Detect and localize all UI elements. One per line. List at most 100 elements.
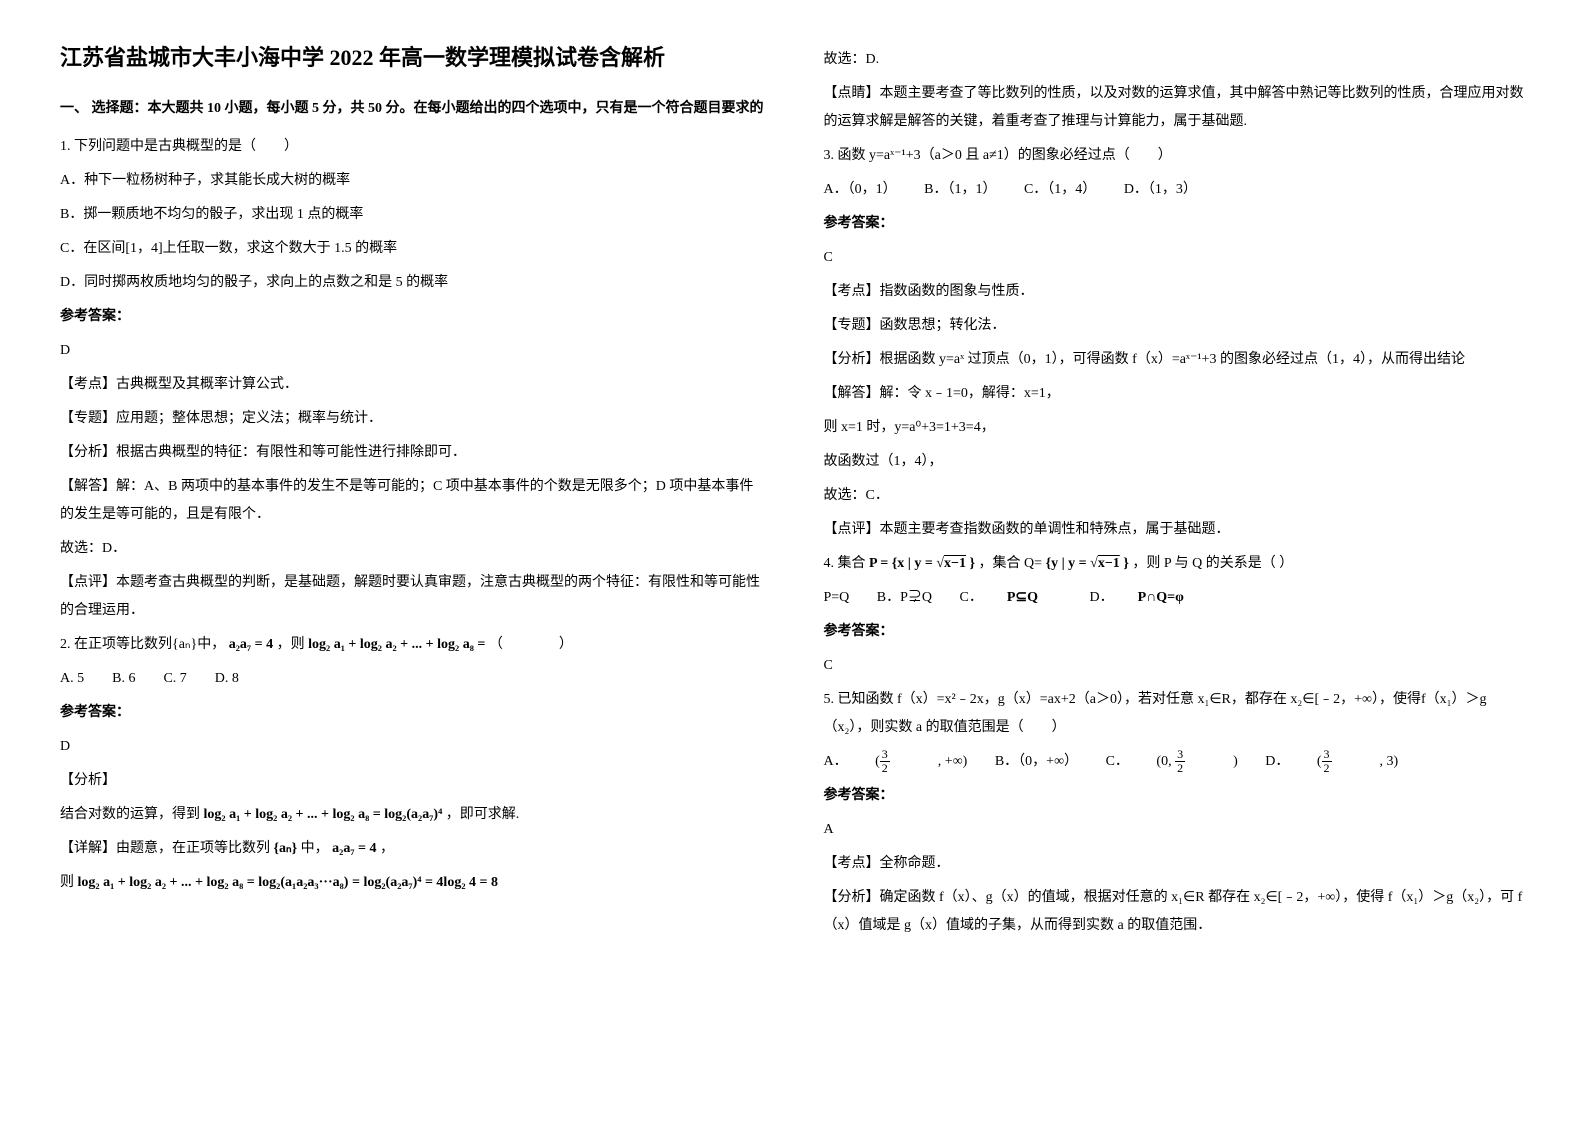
q3-choices: A．（0，1） B．（1，1） C．（1，4） D．（1，3） <box>824 176 1528 204</box>
q2-final: 则 log₂ a₁ + log₂ a₂ + ... + log₂ a₈ = lo… <box>60 869 764 897</box>
right-column: 故选：D. 【点睛】本题主要考查了等比数列的性质，以及对数的运算求值，其中解答中… <box>824 40 1528 946</box>
q4-setP-rad: x−1 <box>944 556 966 571</box>
q4-d-label: D． <box>1090 584 1114 612</box>
q1-dianping: 【点评】本题考查古典概型的判断，是基础题，解题时要认真审题，注意古典概型的两个特… <box>60 569 764 625</box>
q5-a-frac: 32 <box>880 748 914 775</box>
q2-cond: a₂a₇ = 4 <box>229 637 273 652</box>
q2-answer-label: 参考答案： <box>60 699 764 727</box>
q3-option-b: B．（1，1） <box>924 176 996 204</box>
q4-setQ-suf: } <box>1120 556 1129 571</box>
q3-kaodian: 【考点】指数函数的图象与性质． <box>824 278 1528 306</box>
q4-option-d: D． P∩Q=φ <box>1090 584 1208 612</box>
q4-option-a: P=Q <box>824 584 850 612</box>
q4-setQ: {y | y = √x−1 } <box>1046 556 1133 571</box>
q3-zhuanti: 【专题】函数思想；转化法． <box>824 312 1528 340</box>
q5-answer: A <box>824 816 1528 844</box>
q1-option-b: B．掷一颗质地不均匀的骰子，求出现 1 点的概率 <box>60 201 764 229</box>
q5-a-frac-n: 3 <box>880 748 890 762</box>
q1-zhuanti: 【专题】应用题；整体思想；定义法；概率与统计． <box>60 405 764 433</box>
q4-c-label: C． <box>960 584 983 612</box>
q2-xiangjie-cond: a₂a₇ = 4 <box>332 841 376 856</box>
q4-answer: C <box>824 652 1528 680</box>
q2-final-expr: log₂ a₁ + log₂ a₂ + ... + log₂ a₈ = log₂… <box>78 875 499 890</box>
q5-c-frac: 32 <box>1175 748 1209 775</box>
q5-fenxi: 【分析】确定函数 f（x）、g（x）的值域，根据对任意的 x₁∈R 都存在 x₂… <box>824 884 1528 940</box>
q5-kaodian: 【考点】全称命题． <box>824 850 1528 878</box>
q2-ze: 则 <box>60 875 74 890</box>
q3-stem: 3. 函数 y=aˣ⁻¹+3（a＞0 且 a≠1）的图象必经过点（ ） <box>824 142 1528 170</box>
q1-answer: D <box>60 337 764 365</box>
q5-d-frac: 32 <box>1322 748 1356 775</box>
q3-jieda1: 【解答】解：令 x﹣1=0，解得：x=1， <box>824 380 1528 408</box>
q5-option-c: C． (0, 32) <box>1106 748 1238 776</box>
q1-guxuan: 故选：D． <box>60 535 764 563</box>
q5-choices: A． (32, +∞) B．（0，+∞） C． (0, 32) D． (32, … <box>824 748 1528 776</box>
q1-option-a: A．种下一粒杨树种子，求其能长成大树的概率 <box>60 167 764 195</box>
q5-c-label: C． <box>1106 748 1129 776</box>
q4-setP: P = {x | y = √x−1 } <box>869 556 979 571</box>
q1-option-d: D．同时掷两枚质地均匀的骰子，求向上的点数之和是 5 的概率 <box>60 269 764 297</box>
q2-xiangjie-pre: 【详解】由题意，在正项等比数列 <box>60 841 270 856</box>
q3-dianping: 【点评】本题主要考查指数函数的单调性和特殊点，属于基础题． <box>824 516 1528 544</box>
q2-expr: log₂ a₁ + log₂ a₂ + ... + log₂ a₈ = <box>308 637 485 652</box>
q1-fenxi: 【分析】根据古典概型的特征：有限性和等可能性进行排除即可． <box>60 439 764 467</box>
q4-stem-mid: ，集合 Q= <box>979 556 1043 571</box>
q5-a-label: A． <box>824 748 848 776</box>
doc-title: 江苏省盐城市大丰小海中学 2022 年高一数学理模拟试卷含解析 <box>60 40 764 75</box>
q3-jieda3: 故函数过（1，4）， <box>824 448 1528 476</box>
q5-d-frac-n: 3 <box>1322 748 1332 762</box>
q2-blank: （ ） <box>489 637 573 652</box>
q4-setQ-pre: {y | y = <box>1046 556 1091 571</box>
q3-jieda2: 则 x=1 时，y=a⁰+3=1+3=4， <box>824 414 1528 442</box>
q5-a-frac-d: 2 <box>880 762 890 775</box>
q4-option-b: B．P⊋Q <box>877 584 932 612</box>
q5-option-d: D． (32, 3) <box>1265 748 1398 776</box>
q4-option-c: C．P⊆Q <box>960 584 1063 612</box>
q1-option-c: C．在区间[1，4]上任取一数，求这个数大于 1.5 的概率 <box>60 235 764 263</box>
q2-xiangjie: 【详解】由题意，在正项等比数列 {aₙ} 中， a₂a₇ = 4 ， <box>60 835 764 863</box>
q3-answer-label: 参考答案： <box>824 210 1528 238</box>
q5-c-frac-d: 2 <box>1175 762 1185 775</box>
q4-setP-suf: } <box>966 556 975 571</box>
section-1-heading: 一、 选择题：本大题共 10 小题，每小题 5 分，共 50 分。在每小题给出的… <box>60 95 764 123</box>
r-dianping: 【点睛】本题主要考查了等比数列的性质，以及对数的运算求值，其中解答中熟记等比数列… <box>824 80 1528 136</box>
q2-xiangjie-mid: 中， <box>301 841 329 856</box>
q2-stem-pre: 2. 在正项等比数列{aₙ}中， <box>60 637 225 652</box>
q2-stem: 2. 在正项等比数列{aₙ}中， a₂a₇ = 4 ，则 log₂ a₁ + l… <box>60 631 764 659</box>
q2-fenxi-label: 【分析】 <box>60 767 764 795</box>
q4-setP-pre: P = {x | y = <box>869 556 936 571</box>
q4-choices: P=Q B．P⊋Q C．P⊆Q D． P∩Q=φ <box>824 584 1528 612</box>
q4-answer-label: 参考答案： <box>824 618 1528 646</box>
q1-stem: 1. 下列问题中是古典概型的是（ ） <box>60 133 764 161</box>
q5-option-a: A． (32, +∞) <box>824 748 968 776</box>
q2-fenxi-end: ，即可求解. <box>446 807 520 822</box>
q3-jieda4: 故选：C． <box>824 482 1528 510</box>
q4-stem: 4. 集合 P = {x | y = √x−1 } ，集合 Q= {y | y … <box>824 550 1528 578</box>
q4-setQ-rad: x−1 <box>1098 556 1120 571</box>
left-column: 江苏省盐城市大丰小海中学 2022 年高一数学理模拟试卷含解析 一、 选择题：本… <box>60 40 764 946</box>
q2-stem-mid: ，则 <box>277 637 305 652</box>
q2-choices: A. 5 B. 6 C. 7 D. 8 <box>60 665 764 693</box>
q2-xiangjie-end: ， <box>380 841 394 856</box>
q2-fenxi: 结合对数的运算，得到 log₂ a₁ + log₂ a₂ + ... + log… <box>60 801 764 829</box>
q3-option-a: A．（0，1） <box>824 176 897 204</box>
q5-d-label: D． <box>1265 748 1289 776</box>
q2-fenxi-line: 结合对数的运算，得到 <box>60 807 200 822</box>
q5-stem: 5. 已知函数 f（x）=x²﹣2x，g（x）=ax+2（a＞0），若对任意 x… <box>824 686 1528 742</box>
q2-answer: D <box>60 733 764 761</box>
q4-d-expr: P∩Q=φ <box>1138 584 1184 612</box>
q3-option-c: C．（1，4） <box>1024 176 1096 204</box>
q5-d-frac-d: 2 <box>1322 762 1332 775</box>
q1-kaodian: 【考点】古典概型及其概率计算公式． <box>60 371 764 399</box>
q4-stem-pre: 4. 集合 <box>824 556 866 571</box>
r-guxuan: 故选：D. <box>824 46 1528 74</box>
q3-fenxi: 【分析】根据函数 y=aˣ 过顶点（0，1），可得函数 f（x）=aˣ⁻¹+3 … <box>824 346 1528 374</box>
q2-fenxi-expr: log₂ a₁ + log₂ a₂ + ... + log₂ a₈ = log₂… <box>204 807 443 822</box>
q1-answer-label: 参考答案： <box>60 303 764 331</box>
q4-stem-end: ，则 P 与 Q 的关系是（ ） <box>1132 556 1293 571</box>
q3-answer: C <box>824 244 1528 272</box>
q1-jieda: 【解答】解：A、B 两项中的基本事件的发生不是等可能的；C 项中基本事件的个数是… <box>60 473 764 529</box>
q3-option-d: D．（1，3） <box>1124 176 1197 204</box>
q2-set: {aₙ} <box>274 841 298 856</box>
q5-c-frac-n: 3 <box>1175 748 1185 762</box>
